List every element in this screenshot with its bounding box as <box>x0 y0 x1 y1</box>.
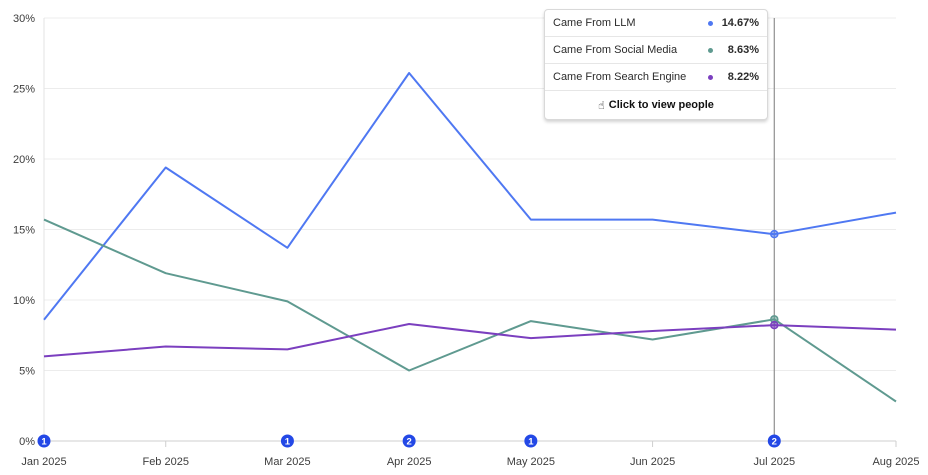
tooltip-series-value: 8.63% <box>727 44 759 56</box>
series-line <box>43 323 897 358</box>
x-tick-label: Mar 2025 <box>264 456 310 468</box>
annotation-badge <box>280 434 294 448</box>
hover-points <box>770 229 779 330</box>
tooltip-series-name: Came From LLM <box>553 17 636 29</box>
series-line <box>43 218 897 403</box>
annotation-marker[interactable]: 1 <box>280 434 294 448</box>
annotation-count: 2 <box>406 437 411 448</box>
annotation-marker[interactable]: 1 <box>37 434 51 448</box>
y-tick-label: 25% <box>13 84 35 96</box>
tooltip-series-name: Came From Social Media <box>553 44 678 56</box>
hand-pointer-icon: ☝ <box>598 99 605 112</box>
tooltip-series-value: 8.22% <box>727 71 759 83</box>
y-tick-label: 10% <box>13 295 35 307</box>
x-tick-label: Feb 2025 <box>142 456 188 468</box>
y-tick-label: 0% <box>19 436 35 448</box>
tooltip-series-name: Came From Search Engine <box>553 71 687 83</box>
tooltip-row-search-engine: Came From Search Engine 8.22% <box>545 64 767 91</box>
hover-tooltip: Came From LLM 14.67% Came From Social Me… <box>544 9 768 120</box>
annotation-markers: 1 1 2 1 2 <box>37 434 781 448</box>
x-tick-label: Jan 2025 <box>21 456 66 468</box>
tooltip-series-value: 14.67% <box>721 17 759 29</box>
series-dot-icon <box>708 74 713 80</box>
y-tick-label: 30% <box>13 13 35 25</box>
x-tick-label: Aug 2025 <box>872 456 919 468</box>
view-people-button[interactable]: ☝ Click to view people <box>545 91 767 119</box>
grid <box>43 17 896 442</box>
annotation-marker[interactable]: 1 <box>524 434 538 448</box>
hover-data-point <box>770 320 779 330</box>
annotation-badge <box>767 434 781 448</box>
annotation-count: 1 <box>528 437 534 448</box>
view-people-label: Click to view people <box>608 99 714 111</box>
x-axis-ticks: Jan 2025 Feb 2025 Mar 2025 Apr 2025 May 2025… <box>21 441 920 468</box>
hover-data-point <box>770 229 779 239</box>
annotation-marker[interactable]: 2 <box>767 434 781 448</box>
series-lines <box>43 72 897 403</box>
y-axis-ticks: 0% 5% 10% 15% 20% 25% 30% <box>13 13 35 448</box>
x-tick-label: May 2025 <box>507 456 555 468</box>
annotation-badge <box>524 434 538 448</box>
annotation-badge <box>402 434 416 448</box>
x-tick-label: Jul 2025 <box>753 456 795 468</box>
annotation-badge <box>37 434 51 448</box>
series-dot-icon <box>708 20 713 26</box>
x-tick-label: Jun 2025 <box>630 456 675 468</box>
tooltip-row-social-media: Came From Social Media 8.63% <box>545 37 767 64</box>
tooltip-row-llm: Came From LLM 14.67% <box>545 10 767 37</box>
series-line <box>43 72 897 321</box>
annotation-count: 1 <box>41 437 47 448</box>
y-tick-label: 20% <box>13 154 35 166</box>
annotation-count: 1 <box>285 437 291 448</box>
annotation-count: 2 <box>772 437 777 448</box>
annotation-marker[interactable]: 2 <box>402 434 416 448</box>
y-tick-label: 5% <box>19 366 35 378</box>
y-tick-label: 15% <box>13 225 35 237</box>
series-dot-icon <box>708 47 713 53</box>
x-tick-label: Apr 2025 <box>387 456 432 468</box>
